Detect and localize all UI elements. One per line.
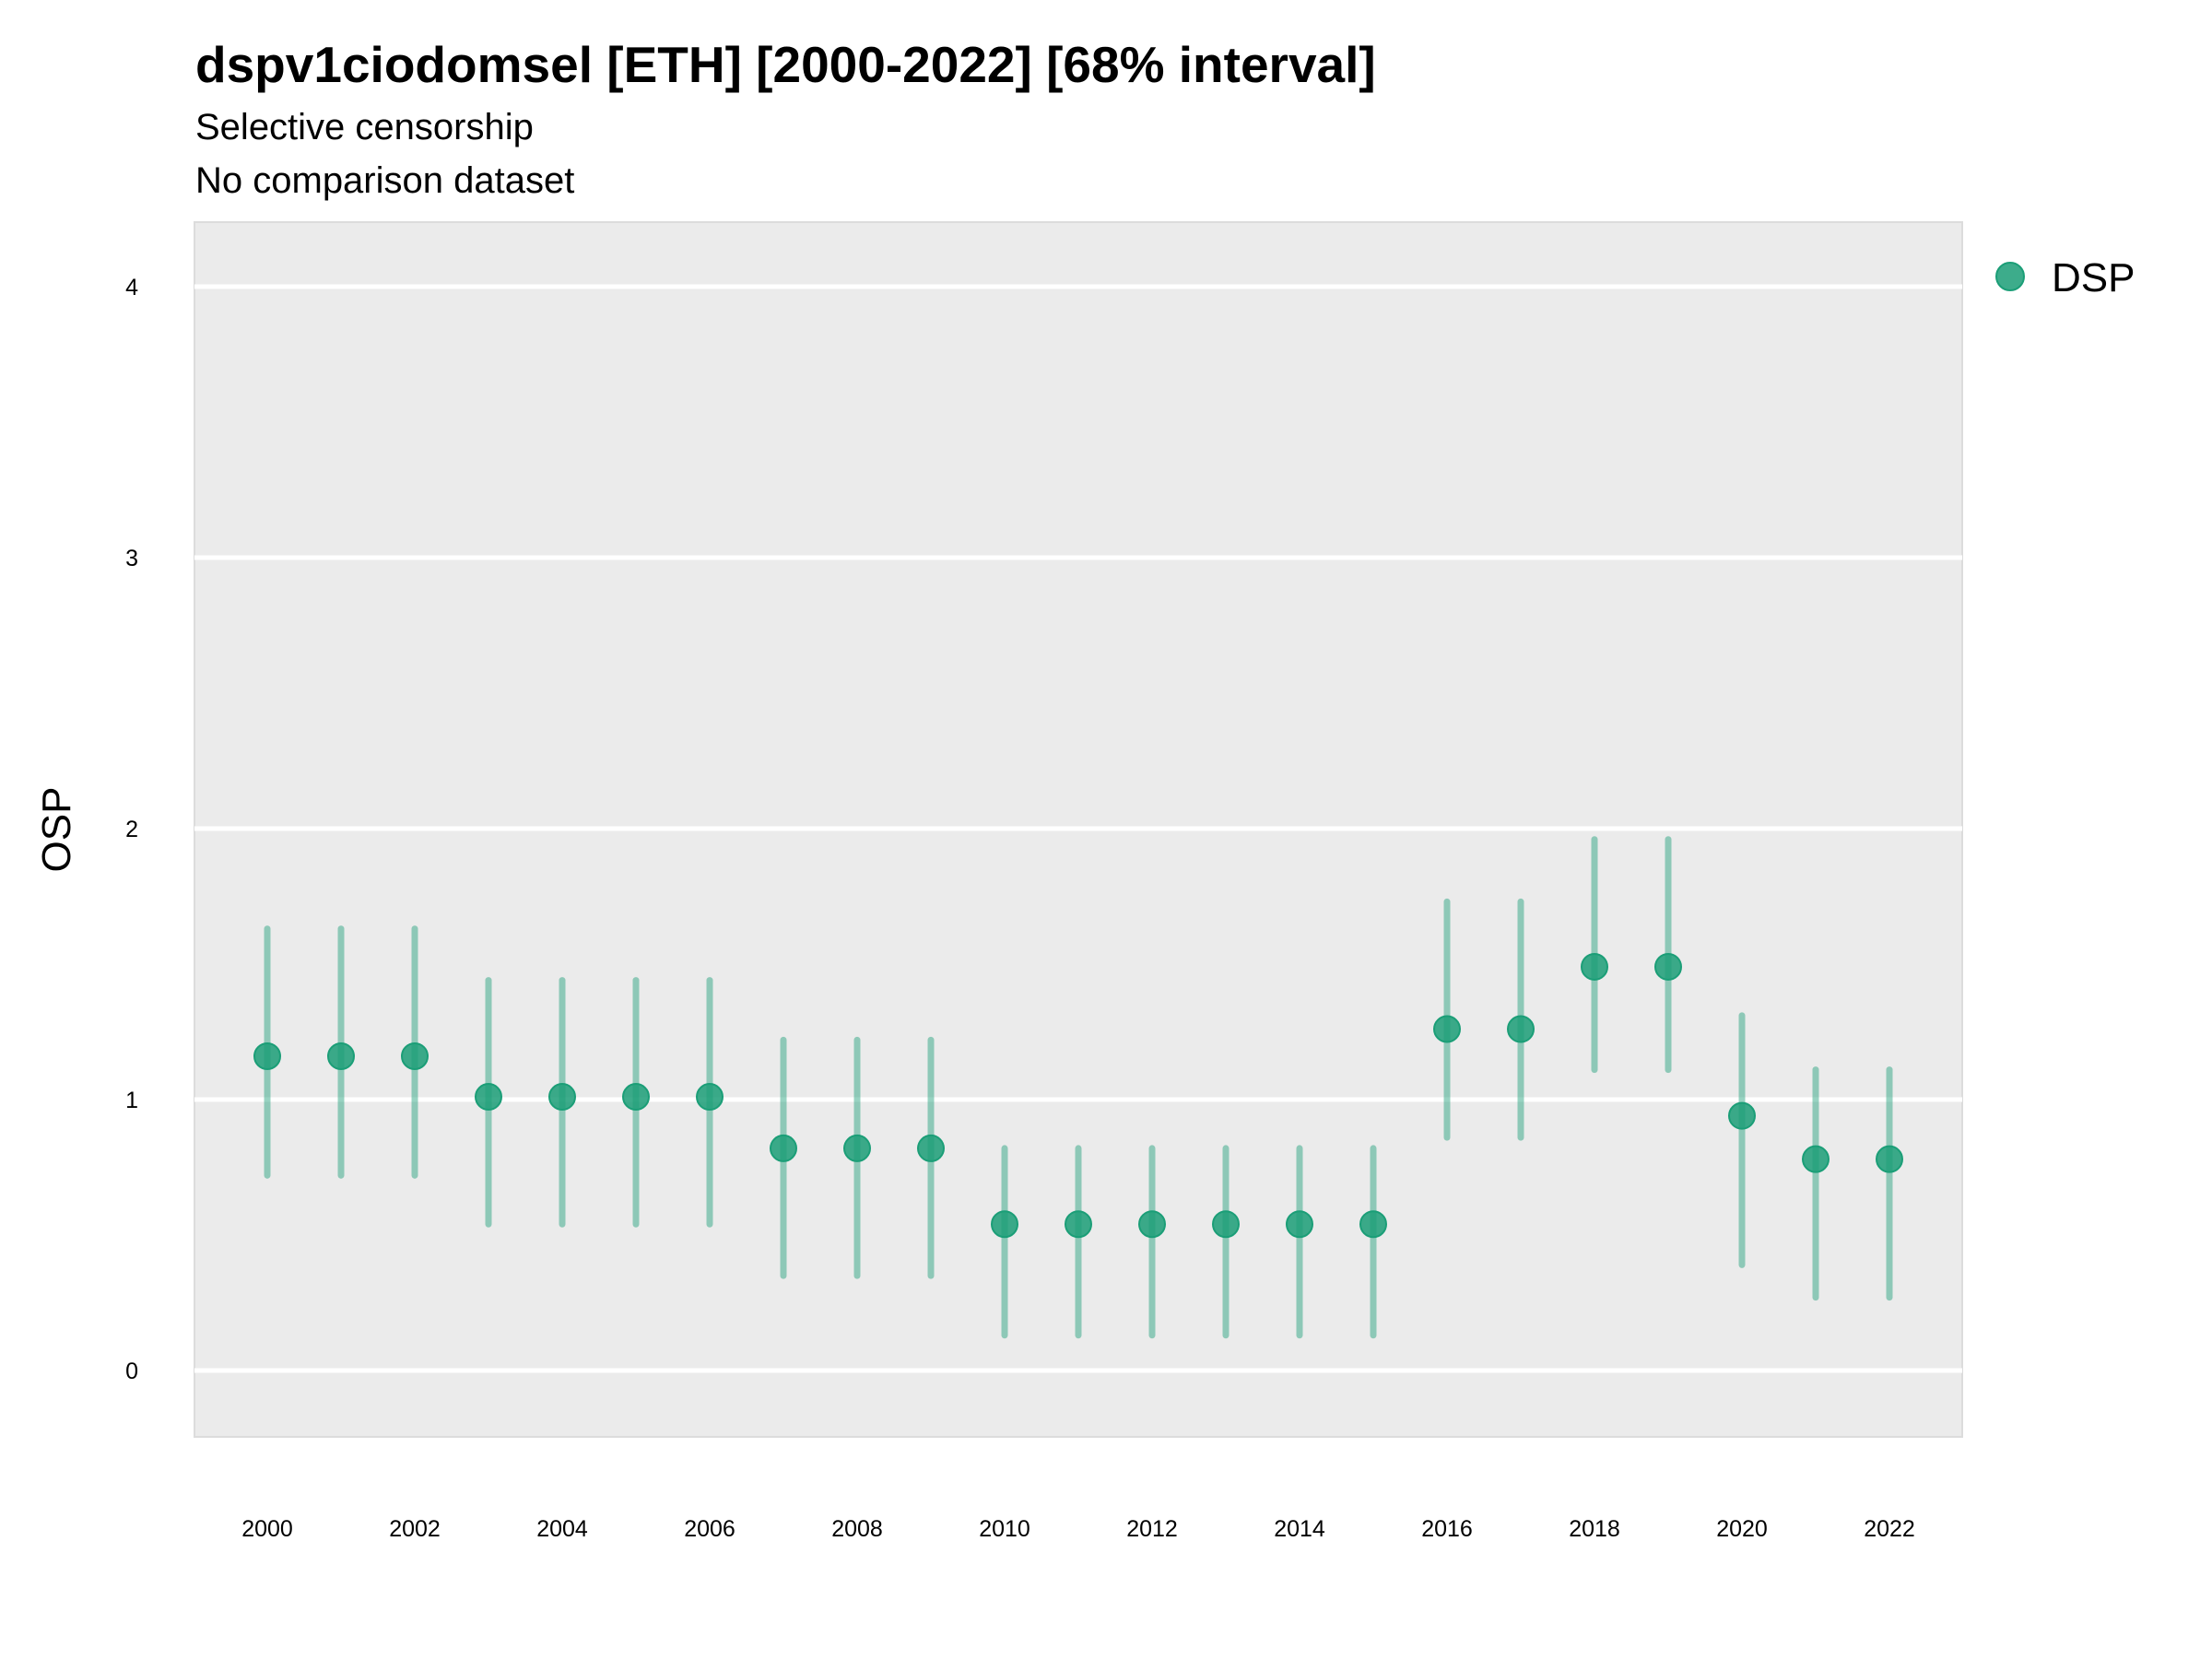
x-tick-label-2012: 2012 [1126, 1516, 1178, 1542]
x-tick-label-2010: 2010 [979, 1516, 1030, 1542]
data-point-2017 [1507, 1015, 1535, 1043]
chart-subtitle-1: Selective censorship [195, 107, 534, 147]
data-point-2001 [327, 1041, 355, 1070]
data-point-2007 [770, 1134, 797, 1162]
x-tick-label-2008: 2008 [831, 1516, 883, 1542]
chart-subtitle-2: No comparison dataset [195, 160, 575, 201]
x-tick-label-2006: 2006 [684, 1516, 735, 1542]
data-point-2008 [843, 1134, 871, 1162]
x-tick-label-2014: 2014 [1274, 1516, 1325, 1542]
data-point-2006 [696, 1083, 724, 1112]
x-tick-label-2018: 2018 [1569, 1516, 1620, 1542]
y-tick-label-3: 3 [125, 546, 138, 571]
data-point-2002 [401, 1041, 429, 1070]
data-point-2012 [1138, 1210, 1166, 1239]
chart-title: dspv1ciodomsel [ETH] [2000-2022] [68% in… [195, 36, 1376, 93]
data-point-2020 [1728, 1101, 1756, 1130]
x-tick-labels: 2000 2002 2004 2006 2008 2010 2012 2014 2016 2018… [241, 1516, 1915, 1542]
data-point-2021 [1802, 1145, 1830, 1173]
y-tick-labels: 0 1 2 3 4 [125, 275, 138, 1384]
data-point-2004 [548, 1083, 576, 1112]
y-tick-label-1: 1 [125, 1088, 138, 1113]
data-point-2019 [1654, 952, 1682, 981]
x-tick-label-2002: 2002 [389, 1516, 441, 1542]
data-point-2000 [253, 1041, 281, 1070]
legend: DSP [1995, 255, 2135, 300]
y-tick-label-4: 4 [125, 275, 138, 300]
x-tick-label-2016: 2016 [1421, 1516, 1473, 1542]
x-tick-label-2004: 2004 [536, 1516, 588, 1542]
data-points [253, 952, 1903, 1239]
data-point-2009 [917, 1134, 945, 1162]
data-point-2018 [1581, 952, 1608, 981]
data-point-2022 [1876, 1145, 1903, 1173]
y-tick-label-0: 0 [125, 1359, 138, 1384]
data-point-2015 [1359, 1210, 1387, 1239]
legend-marker-dsp [1995, 262, 2025, 291]
data-point-2011 [1065, 1210, 1092, 1239]
data-point-2003 [475, 1083, 502, 1112]
legend-label-dsp: DSP [2052, 255, 2135, 300]
data-point-2016 [1433, 1015, 1461, 1043]
data-point-2010 [991, 1210, 1018, 1239]
x-tick-label-2000: 2000 [241, 1516, 293, 1542]
data-point-2005 [622, 1083, 650, 1112]
x-tick-label-2022: 2022 [1864, 1516, 1915, 1542]
x-tick-label-2020: 2020 [1716, 1516, 1768, 1542]
data-point-2014 [1286, 1210, 1313, 1239]
y-axis-label: OSP [34, 787, 79, 873]
data-point-2013 [1212, 1210, 1240, 1239]
y-tick-label-2: 2 [125, 817, 138, 842]
